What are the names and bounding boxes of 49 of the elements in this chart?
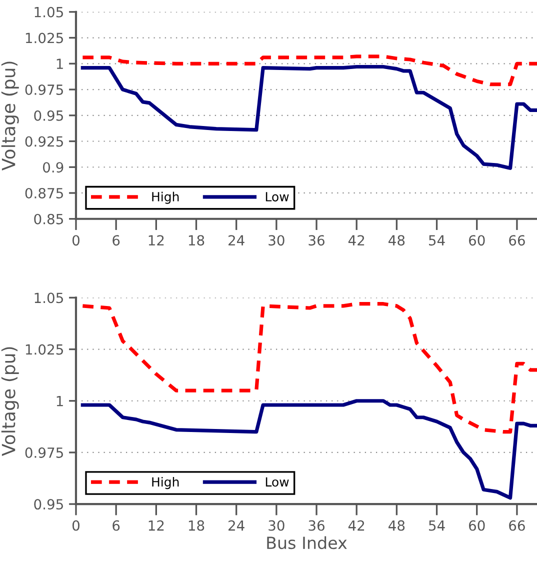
- x-tick-label: 66: [509, 235, 525, 246]
- x-tick-label: 18: [188, 235, 204, 246]
- x-tick-label: 12: [148, 520, 164, 531]
- y-tick-label: 0.975: [25, 84, 63, 95]
- y-tick-label: 0.85: [34, 214, 63, 224]
- x-tick-label: 0: [72, 235, 80, 246]
- y-tick-label: 0.925: [25, 136, 63, 147]
- y-tick-label: 0.875: [25, 188, 63, 198]
- line-series: [80, 399, 537, 500]
- x-tick-label: 12: [148, 235, 164, 246]
- x-axis-title: Bus Index: [267, 536, 347, 550]
- y-tick-label: 1: [56, 58, 63, 69]
- line-series: [80, 54, 537, 86]
- y-tick-label: 0.95: [34, 499, 63, 510]
- x-tick-label: 54: [429, 235, 445, 246]
- legend-label: Low: [266, 477, 289, 487]
- y-tick-label: 1.025: [26, 344, 63, 355]
- x-tick-label: 36: [308, 235, 324, 246]
- legend-label: Low: [266, 192, 289, 202]
- x-tick-label: 6: [112, 520, 120, 531]
- x-tick-label: 42: [348, 235, 364, 246]
- x-tick-label: 48: [388, 235, 405, 246]
- y-tick-label: 1.05: [34, 292, 63, 304]
- x-tick-label: 42: [348, 520, 364, 531]
- y-axis-title: Voltage (pu): [1, 347, 19, 456]
- legend-label: High: [152, 192, 179, 204]
- x-tick-label: 66: [509, 520, 525, 531]
- y-tick-label: 0.975: [25, 447, 63, 458]
- y-tick-label: 1.05: [34, 6, 63, 18]
- x-tick-label: 24: [228, 520, 244, 531]
- x-tick-label: 48: [388, 520, 405, 531]
- x-tick-label: 0: [72, 520, 80, 531]
- line-series: [80, 64, 537, 170]
- y-axis-title: Voltage (pu): [1, 62, 19, 170]
- x-tick-label: 60: [469, 235, 485, 246]
- y-tick-label: 0.9: [43, 162, 64, 173]
- line-series: [80, 302, 537, 434]
- y-tick-label: 1.025: [26, 32, 63, 44]
- legend-label: High: [152, 476, 179, 490]
- x-tick-label: 24: [228, 235, 244, 246]
- x-tick-label: 30: [268, 520, 284, 531]
- x-tick-label: 36: [308, 520, 324, 531]
- x-tick-label: 30: [268, 235, 284, 246]
- y-tick-label: 1: [56, 396, 63, 406]
- x-tick-label: 60: [469, 520, 485, 531]
- x-tick-label: 18: [188, 520, 204, 531]
- y-tick-label: 0.95: [34, 110, 63, 121]
- x-tick-label: 6: [112, 235, 120, 246]
- x-tick-label: 54: [429, 520, 445, 531]
